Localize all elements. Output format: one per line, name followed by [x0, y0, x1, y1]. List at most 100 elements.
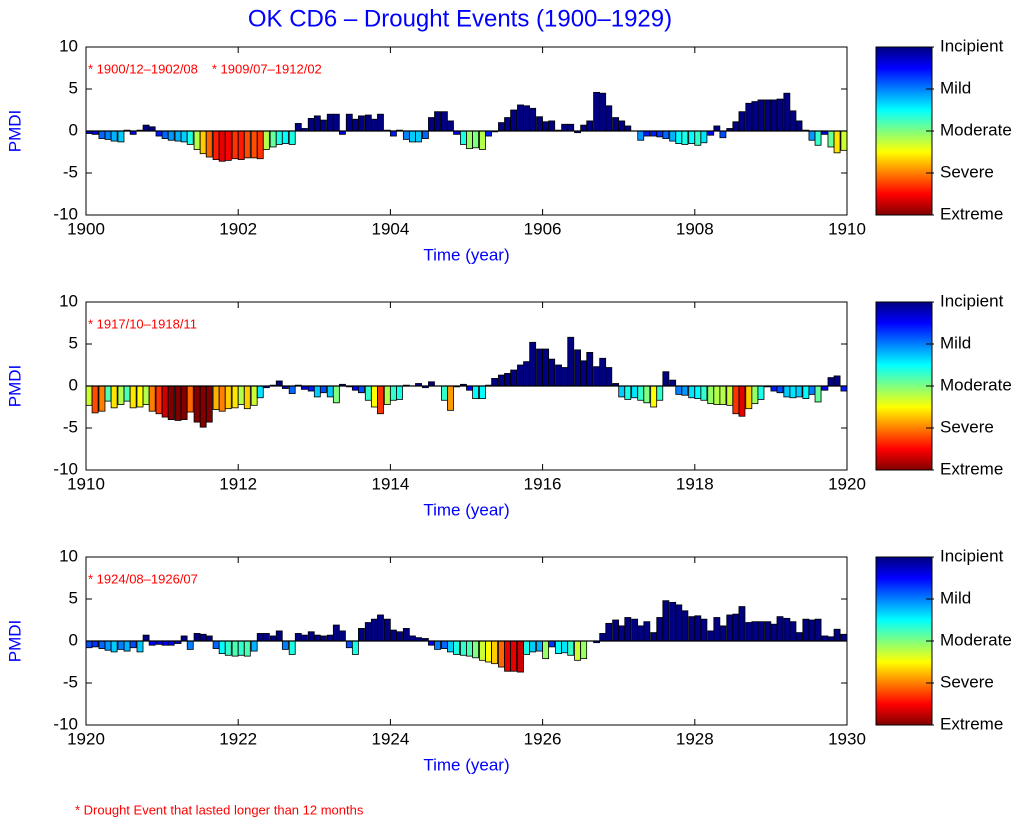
y-tick-label: -10	[53, 459, 78, 478]
bar	[719, 130, 727, 139]
bar	[764, 99, 772, 132]
bar	[542, 348, 550, 387]
bar	[351, 118, 359, 132]
colorbar-label: Extreme	[940, 459, 1003, 478]
bar	[256, 633, 264, 642]
bar	[567, 123, 575, 132]
bar	[479, 640, 486, 661]
bar	[783, 385, 791, 398]
bar	[726, 614, 734, 642]
bar	[789, 110, 797, 132]
bar	[466, 640, 473, 657]
bar	[237, 130, 245, 160]
bar	[713, 385, 721, 405]
y-tick-label: 5	[69, 333, 78, 352]
bar	[529, 107, 537, 132]
bar	[536, 116, 543, 132]
bar	[757, 99, 765, 132]
x-axis-label: Time (year)	[423, 755, 509, 774]
bar	[770, 99, 778, 132]
bar	[580, 124, 588, 132]
bar	[726, 385, 734, 406]
x-tick-label: 1926	[524, 729, 562, 748]
bar	[193, 130, 201, 150]
bar	[402, 628, 410, 642]
bar	[732, 613, 740, 642]
bar	[288, 385, 296, 394]
bar	[504, 117, 511, 132]
bar	[833, 375, 841, 387]
x-tick-label: 1910	[828, 219, 866, 238]
y-tick-label: 0	[69, 375, 78, 394]
bar	[517, 104, 524, 132]
bar	[218, 130, 226, 162]
bar	[262, 633, 270, 642]
bar	[358, 115, 365, 132]
colorbar-label: Moderate	[940, 630, 1012, 649]
bar	[529, 341, 537, 387]
bar	[180, 385, 188, 420]
bar	[237, 385, 245, 405]
bar	[383, 385, 391, 405]
bar	[605, 622, 613, 642]
bar	[624, 125, 632, 132]
bar	[713, 125, 721, 132]
bar	[504, 372, 511, 387]
bar	[332, 624, 340, 642]
bar	[650, 130, 658, 137]
bar	[669, 601, 677, 642]
annotation: * 1917/10–1918/11	[88, 316, 197, 331]
bar	[662, 130, 670, 139]
bar	[288, 640, 296, 655]
bar	[529, 640, 537, 653]
y-tick-label: -5	[63, 672, 78, 691]
bar	[637, 385, 645, 401]
bar	[814, 130, 822, 146]
bar	[700, 618, 708, 642]
bar	[339, 630, 346, 642]
bar	[275, 380, 283, 387]
bar	[440, 640, 448, 649]
bar	[738, 111, 746, 132]
x-tick-label: 1902	[219, 219, 257, 238]
bar	[593, 91, 601, 132]
bar	[485, 130, 492, 137]
bar	[637, 625, 645, 642]
bar	[681, 385, 689, 396]
bar	[745, 622, 753, 642]
bar	[821, 635, 829, 642]
bar	[148, 126, 156, 132]
bar	[117, 130, 125, 143]
bar	[167, 130, 175, 141]
bar	[275, 130, 283, 145]
bar	[415, 130, 422, 143]
bar	[586, 351, 594, 387]
bar	[161, 130, 169, 139]
bar	[523, 361, 530, 387]
bar	[98, 385, 106, 412]
bar	[377, 113, 384, 132]
bar	[186, 130, 194, 145]
bar	[618, 385, 626, 398]
bar	[85, 640, 93, 649]
bar	[694, 615, 702, 642]
bar	[358, 628, 365, 642]
bar	[719, 625, 727, 642]
x-tick-label: 1920	[828, 474, 866, 493]
x-tick-label: 1918	[676, 474, 714, 493]
bar	[567, 336, 575, 387]
bar	[732, 385, 740, 415]
bar	[91, 385, 99, 414]
bar	[250, 130, 258, 159]
bar	[662, 371, 670, 387]
bar	[669, 130, 677, 142]
bar	[174, 130, 182, 142]
bar	[555, 364, 562, 387]
bar	[345, 113, 353, 132]
bar	[472, 640, 480, 659]
bar	[548, 358, 556, 387]
bar	[833, 130, 841, 154]
bar	[688, 385, 696, 399]
bar	[434, 111, 441, 132]
bar	[358, 385, 365, 394]
